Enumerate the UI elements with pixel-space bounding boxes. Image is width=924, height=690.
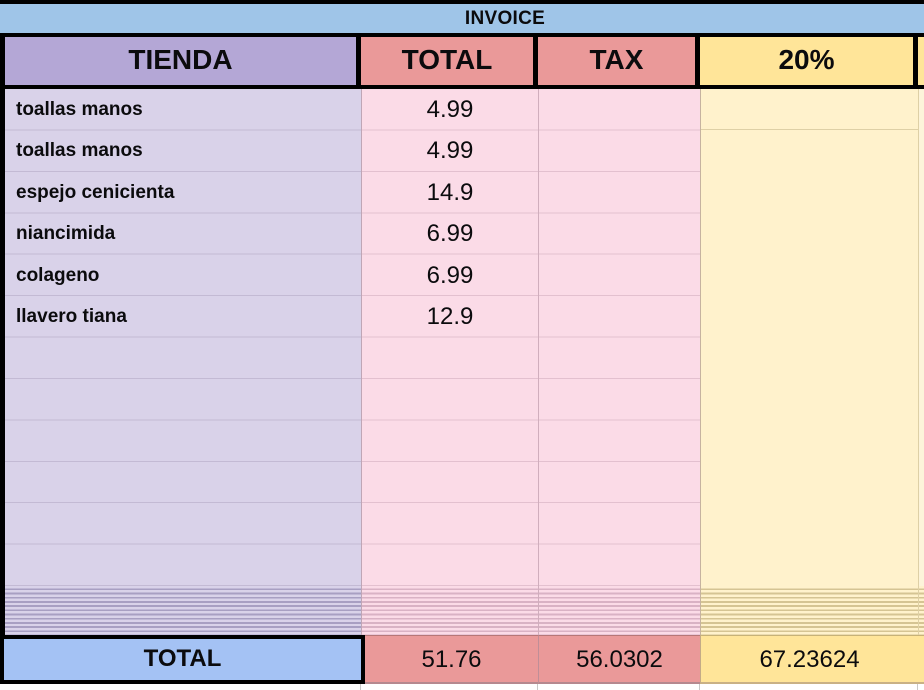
item-total-cell[interactable]: 6.99 <box>426 220 474 248</box>
collapsed-rows-band <box>362 586 538 635</box>
invoice-title: INVOICE <box>464 7 546 29</box>
grand-total-sliver <box>918 635 924 684</box>
column-tax[interactable] <box>538 89 700 635</box>
item-total-cell[interactable]: 14.9 <box>426 178 474 206</box>
grand-total-row: TOTAL 51.76 56.0302 67.23624 <box>0 635 924 684</box>
collapsed-rows-band <box>5 586 361 635</box>
header-cell-tax[interactable]: TAX <box>538 37 700 85</box>
grand-total-sum-cell[interactable]: 51.76 <box>365 635 538 684</box>
pct20-first-cell[interactable] <box>701 89 918 131</box>
grand-total-label-cell[interactable]: TOTAL <box>0 635 365 684</box>
total-rows: 4.99 4.99 14.9 6.99 6.99 12.9 <box>362 89 538 586</box>
column-20pct[interactable] <box>700 89 918 635</box>
item-name-cell[interactable]: toallas manos <box>16 140 143 162</box>
item-total-cell[interactable]: 4.99 <box>426 96 474 123</box>
collapsed-rows-band <box>919 586 924 635</box>
item-total-cell[interactable]: 6.99 <box>426 261 474 289</box>
tienda-rows: toallas manos toallas manos espejo cenic… <box>5 89 361 586</box>
collapsed-rows-band <box>701 586 918 635</box>
item-total-cell[interactable]: 4.99 <box>426 137 474 165</box>
item-name-cell[interactable]: espejo cenicienta <box>16 181 175 203</box>
grand-total-20pct-cell[interactable]: 67.23624 <box>700 635 918 684</box>
header-cell-20pct[interactable]: 20% <box>700 37 918 85</box>
item-name-cell[interactable]: toallas manos <box>16 99 143 120</box>
item-name-cell[interactable]: niancimida <box>16 223 116 245</box>
item-total-cell[interactable]: 12.9 <box>426 303 474 331</box>
column-sliver <box>918 89 924 635</box>
gridline <box>537 684 538 690</box>
next-row-strip <box>0 684 924 690</box>
table-body: toallas manos toallas manos espejo cenic… <box>0 89 924 635</box>
top-border <box>0 0 924 4</box>
header-cell-tienda[interactable]: TIENDA <box>0 37 361 85</box>
header-cell-sliver <box>918 37 924 85</box>
header-row: TIENDA TOTAL TAX 20% <box>0 33 924 89</box>
gridline <box>360 684 361 690</box>
header-cell-total[interactable]: TOTAL <box>361 37 538 85</box>
pct20-rows <box>701 89 918 586</box>
item-name-cell[interactable]: colageno <box>16 264 100 286</box>
tax-rows <box>539 89 700 586</box>
grand-total-tax-cell[interactable]: 56.0302 <box>538 635 700 684</box>
item-name-cell[interactable]: llavero tiana <box>16 306 127 328</box>
title-bar[interactable]: INVOICE <box>0 4 924 33</box>
collapsed-rows-band <box>539 586 700 635</box>
gridline <box>917 684 918 690</box>
column-tienda: toallas manos toallas manos espejo cenic… <box>0 89 361 635</box>
column-total: 4.99 4.99 14.9 6.99 6.99 12.9 <box>361 89 538 635</box>
gridline <box>699 684 700 690</box>
